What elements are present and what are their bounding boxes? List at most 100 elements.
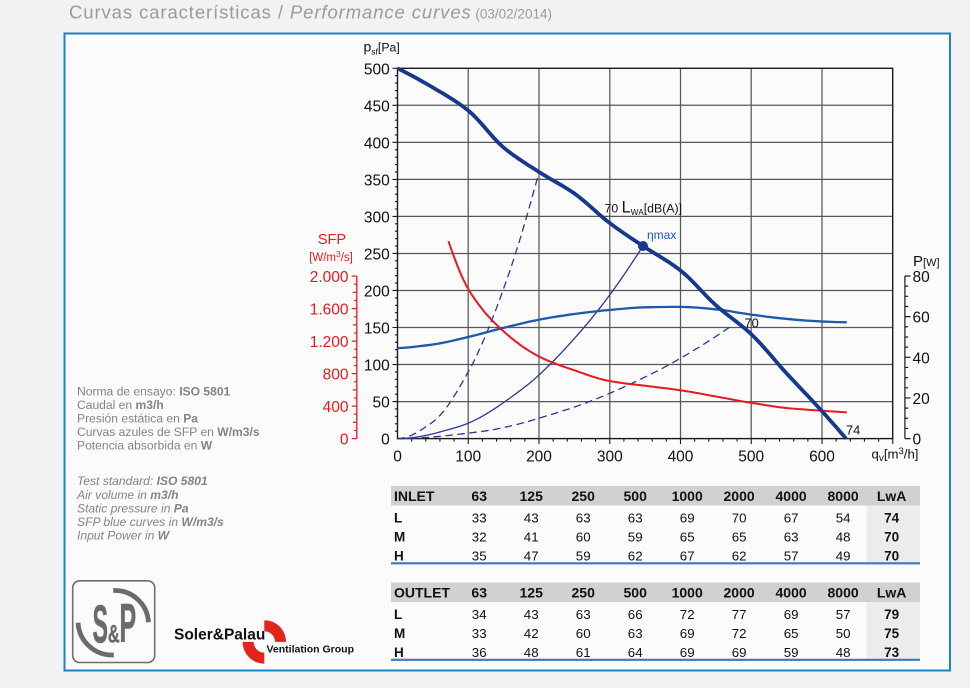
svg-text:65: 65 (680, 529, 695, 544)
svg-text:500: 500 (624, 585, 648, 601)
svg-text:32: 32 (472, 529, 487, 544)
svg-text:Curvas características / Perfo: Curvas características / Performance cur… (69, 2, 552, 23)
svg-text:48: 48 (524, 645, 539, 660)
svg-text:50: 50 (373, 395, 391, 412)
svg-text:33: 33 (472, 626, 487, 641)
svg-text:200: 200 (526, 449, 552, 466)
svg-text:H: H (394, 645, 404, 660)
svg-text:69: 69 (680, 510, 695, 525)
svg-text:70 LWA[dB(A)]: 70 LWA[dB(A)] (605, 199, 683, 218)
svg-text:M: M (394, 626, 405, 641)
svg-text:63: 63 (471, 585, 487, 601)
svg-text:69: 69 (680, 626, 695, 641)
svg-text:34: 34 (472, 607, 487, 622)
svg-text:33: 33 (472, 510, 487, 525)
svg-text:69: 69 (784, 607, 799, 622)
svg-text:P[W]: P[W] (913, 253, 940, 270)
svg-text:67: 67 (680, 548, 695, 563)
svg-text:63: 63 (576, 607, 591, 622)
svg-text:200: 200 (364, 284, 390, 301)
svg-text:SFP: SFP (318, 232, 346, 248)
svg-text:500: 500 (738, 449, 764, 466)
svg-text:LwA: LwA (877, 585, 907, 601)
svg-text:0: 0 (393, 449, 402, 466)
svg-text:70: 70 (884, 529, 899, 544)
svg-text:500: 500 (624, 488, 648, 504)
svg-text:250: 250 (572, 585, 596, 601)
svg-text:600: 600 (809, 449, 835, 466)
svg-text:100: 100 (455, 449, 481, 466)
svg-text:60: 60 (576, 626, 591, 641)
svg-text:63: 63 (471, 488, 487, 504)
svg-text:60: 60 (576, 529, 591, 544)
svg-text:INLET: INLET (394, 488, 435, 504)
svg-text:70: 70 (732, 510, 747, 525)
svg-text:Potencia absorbida en W: Potencia absorbida en W (77, 439, 213, 453)
svg-text:250: 250 (572, 488, 596, 504)
svg-text:400: 400 (668, 449, 694, 466)
svg-text:61: 61 (576, 645, 591, 660)
svg-text:8000: 8000 (828, 585, 859, 601)
svg-text:47: 47 (524, 548, 539, 563)
svg-text:L: L (394, 607, 402, 622)
svg-text:67: 67 (784, 510, 799, 525)
svg-text:57: 57 (784, 548, 799, 563)
svg-text:63: 63 (576, 510, 591, 525)
svg-text:Presión estática en Pa: Presión estática en Pa (77, 412, 198, 426)
svg-text:63: 63 (628, 510, 643, 525)
svg-text:50: 50 (836, 626, 851, 641)
svg-text:[W/m3/s]: [W/m3/s] (309, 249, 353, 264)
svg-text:Curvas azules de SFP en W/m3/s: Curvas azules de SFP en W/m3/s (77, 425, 260, 439)
svg-text:ηmax: ηmax (647, 228, 676, 242)
svg-text:450: 450 (364, 98, 390, 115)
svg-text:74: 74 (884, 510, 900, 525)
svg-text:49: 49 (836, 548, 851, 563)
svg-text:Norma de ensayo: ISO 5801: Norma de ensayo: ISO 5801 (77, 385, 231, 399)
svg-text:70: 70 (745, 315, 759, 330)
svg-text:0: 0 (913, 432, 922, 449)
svg-text:59: 59 (784, 645, 799, 660)
svg-text:77: 77 (732, 607, 747, 622)
svg-text:64: 64 (628, 645, 643, 660)
svg-text:60: 60 (913, 310, 931, 327)
svg-text:H: H (394, 548, 404, 563)
svg-text:59: 59 (628, 529, 643, 544)
svg-text:8000: 8000 (828, 488, 859, 504)
svg-text:36: 36 (472, 645, 487, 660)
svg-text:S: S (92, 593, 107, 654)
svg-text:43: 43 (524, 607, 539, 622)
svg-text:1.200: 1.200 (310, 334, 349, 351)
svg-text:41: 41 (524, 529, 539, 544)
svg-text:62: 62 (628, 548, 643, 563)
svg-text:1000: 1000 (672, 585, 703, 601)
svg-text:400: 400 (323, 399, 349, 416)
svg-text:125: 125 (520, 585, 544, 601)
svg-text:P: P (119, 593, 136, 655)
svg-text:48: 48 (836, 529, 851, 544)
svg-text:Test standard: ISO 5801: Test standard: ISO 5801 (77, 474, 208, 488)
svg-text:OUTLET: OUTLET (394, 585, 450, 601)
svg-text:psf[Pa]: psf[Pa] (364, 39, 400, 57)
svg-text:800: 800 (323, 367, 349, 384)
svg-text:1000: 1000 (672, 488, 703, 504)
svg-text:2000: 2000 (724, 488, 755, 504)
svg-text:72: 72 (680, 607, 695, 622)
svg-text:54: 54 (836, 510, 851, 525)
svg-text:350: 350 (364, 172, 390, 189)
svg-text:500: 500 (364, 61, 390, 78)
svg-text:L: L (394, 510, 402, 525)
svg-text:69: 69 (732, 645, 747, 660)
svg-text:72: 72 (732, 626, 747, 641)
svg-text:400: 400 (364, 135, 390, 152)
svg-text:300: 300 (364, 209, 390, 226)
svg-text:63: 63 (784, 529, 799, 544)
svg-text:65: 65 (784, 626, 799, 641)
svg-text:42: 42 (524, 626, 539, 641)
svg-text:M: M (394, 529, 405, 544)
svg-text:Input Power in W: Input Power in W (77, 528, 171, 542)
svg-text:0: 0 (340, 432, 349, 449)
svg-text:59: 59 (576, 548, 591, 563)
svg-text:125: 125 (520, 488, 544, 504)
svg-text:LwA: LwA (877, 488, 907, 504)
svg-text:0: 0 (381, 432, 390, 449)
